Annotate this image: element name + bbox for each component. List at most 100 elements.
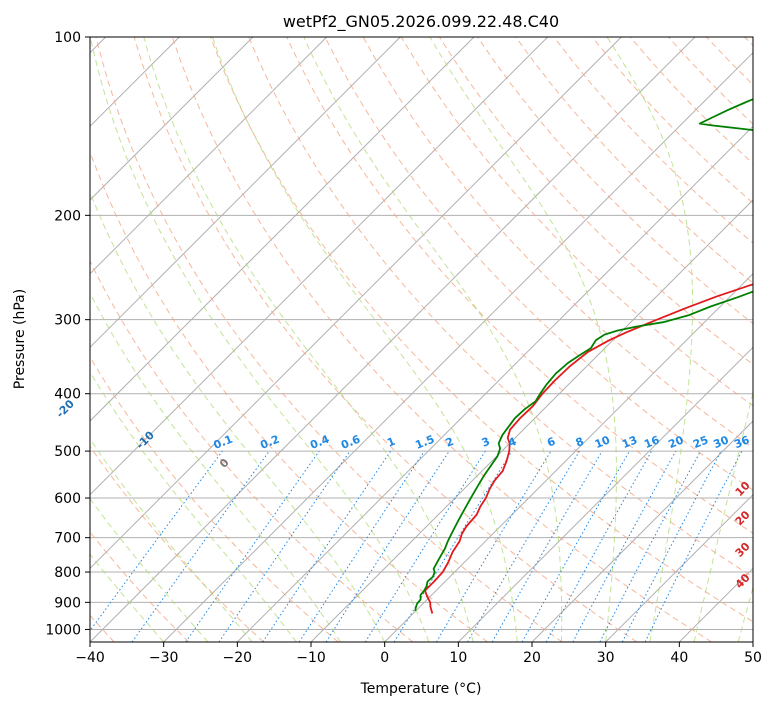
x-axis-label: Temperature (°C) <box>360 681 482 697</box>
mixing-ratio-line <box>364 450 486 642</box>
mixing-ratio-label: 20 <box>666 433 685 451</box>
x-axis: −40 −30 −20 −10 0 10 20 30 40 50 <box>75 642 762 666</box>
dry-adiabat <box>668 37 753 125</box>
mixing-ratio-line <box>521 450 630 642</box>
y-axis: 100 200 300 400 500 600 700 800 900 1000 <box>45 30 90 638</box>
x-tick-label: 10 <box>449 650 467 666</box>
mixing-ratio-line <box>325 450 450 642</box>
dry-adiabat <box>90 531 190 642</box>
y-tick-label: 100 <box>54 30 81 46</box>
mixing-ratio-line <box>545 450 653 642</box>
mixing-ratio-line <box>393 450 513 642</box>
x-tick-label: −30 <box>149 650 179 666</box>
isotherm-gridline <box>310 199 753 642</box>
dry-adiabat-label: -10 <box>134 428 157 451</box>
moist-adiabat <box>90 292 341 642</box>
mixing-ratio-label: 25 <box>691 433 710 451</box>
mixing-ratio-line <box>131 450 270 642</box>
mixing-ratio-line <box>644 450 743 642</box>
mixing-ratio-line <box>90 450 223 632</box>
moist-adiabat <box>90 438 253 642</box>
dry-adiabat <box>90 356 339 642</box>
dry-adiabat <box>515 37 753 284</box>
mixing-ratio-line <box>467 450 580 642</box>
moist-adiabat <box>90 190 386 642</box>
moist-adiabat <box>90 37 430 642</box>
moist-adiabat <box>693 390 753 642</box>
moist-adiabat <box>90 553 165 642</box>
y-tick-label: 900 <box>54 595 81 611</box>
mixing-ratio-label: 6 <box>545 435 557 450</box>
x-tick-label: −40 <box>75 650 105 666</box>
isotherm-gridline <box>457 346 753 642</box>
y-tick-label: 700 <box>54 531 81 547</box>
y-tick-label: 200 <box>54 208 81 224</box>
dry-adiabat <box>286 37 753 534</box>
isotherm-gridline <box>90 37 401 349</box>
isotherm-gridline <box>236 125 753 642</box>
isotherm-gridline <box>163 51 753 642</box>
y-tick-label: 300 <box>54 313 81 329</box>
dry-adiabat-label: 0 <box>217 456 232 471</box>
mixing-ratio-label: 3 <box>480 435 492 450</box>
moist-adiabat-label: 40 <box>733 571 753 591</box>
moist-adiabat <box>90 497 209 642</box>
x-tick-label: 50 <box>744 650 762 666</box>
moist-adiabat <box>143 37 474 642</box>
mixing-ratio-label: 0.4 <box>308 432 331 451</box>
mixing-ratio-line <box>572 450 677 642</box>
mixing-ratio-label: 30 <box>712 433 731 451</box>
x-tick-label: 30 <box>597 650 615 666</box>
mixing-ratio-line <box>218 450 351 642</box>
mixing-ratio-line <box>262 450 392 642</box>
profile-lines <box>414 98 753 614</box>
x-tick-label: −20 <box>223 650 253 666</box>
mixing-ratio-line <box>435 450 552 642</box>
moist-adiabat-label: 20 <box>733 508 753 528</box>
isotherm-gridline <box>90 37 696 642</box>
moist-adiabat <box>737 585 753 642</box>
moist-adiabat-label: 30 <box>733 540 753 560</box>
mixing-ratio-label: 0.2 <box>258 433 281 452</box>
mixing-ratio-label: 0.6 <box>339 432 362 451</box>
chart-title: wetPf2_GN05.2026.099.22.48.C40 <box>283 12 559 32</box>
y-tick-label: 1000 <box>45 622 81 638</box>
plot-frame <box>89 36 754 643</box>
y-tick-label: 600 <box>54 491 81 507</box>
moist-adiabat <box>429 37 617 642</box>
isotherm-gridline <box>90 37 328 275</box>
x-tick-label: 40 <box>670 650 688 666</box>
dry-adiabat <box>248 37 753 578</box>
mixing-ratio-label: 8 <box>574 435 586 450</box>
isotherm-gridline <box>90 37 254 201</box>
moist-adiabat-label: 10 <box>733 479 753 499</box>
y-axis-label: Pressure (hPa) <box>12 289 28 389</box>
mixing-ratio-label: 16 <box>642 433 661 451</box>
dry-adiabat <box>133 37 638 642</box>
y-tick-label: 500 <box>54 444 81 460</box>
moist-adiabat <box>303 37 563 642</box>
dry-adiabat <box>324 37 753 491</box>
dry-adiabat <box>95 37 563 642</box>
isotherm-gridline <box>384 272 753 642</box>
isotherm-gridline <box>90 37 622 570</box>
mixing-ratio-line <box>599 450 701 642</box>
isotherm-gridline <box>752 641 753 642</box>
mixing-ratio-label: 13 <box>620 433 639 451</box>
x-tick-label: 0 <box>380 650 389 666</box>
mixing-ratio-label: 1.5 <box>413 433 436 452</box>
mixing-ratio-label: 4 <box>506 435 518 450</box>
isotherm-gridline <box>90 37 475 422</box>
background-lines <box>90 37 753 642</box>
mixing-ratio-line <box>185 450 320 642</box>
mixing-ratio-label: 2 <box>444 435 456 450</box>
mixing-ratio-label: 1 <box>385 435 397 450</box>
y-tick-label: 800 <box>54 565 81 581</box>
dry-adiabat <box>90 259 414 642</box>
mixing-ratio-line <box>298 450 425 642</box>
mixing-ratio-label: 0.1 <box>212 433 235 452</box>
moist-adiabat <box>606 37 694 642</box>
temperature-profile-line <box>424 283 753 614</box>
x-tick-label: 20 <box>523 650 541 666</box>
